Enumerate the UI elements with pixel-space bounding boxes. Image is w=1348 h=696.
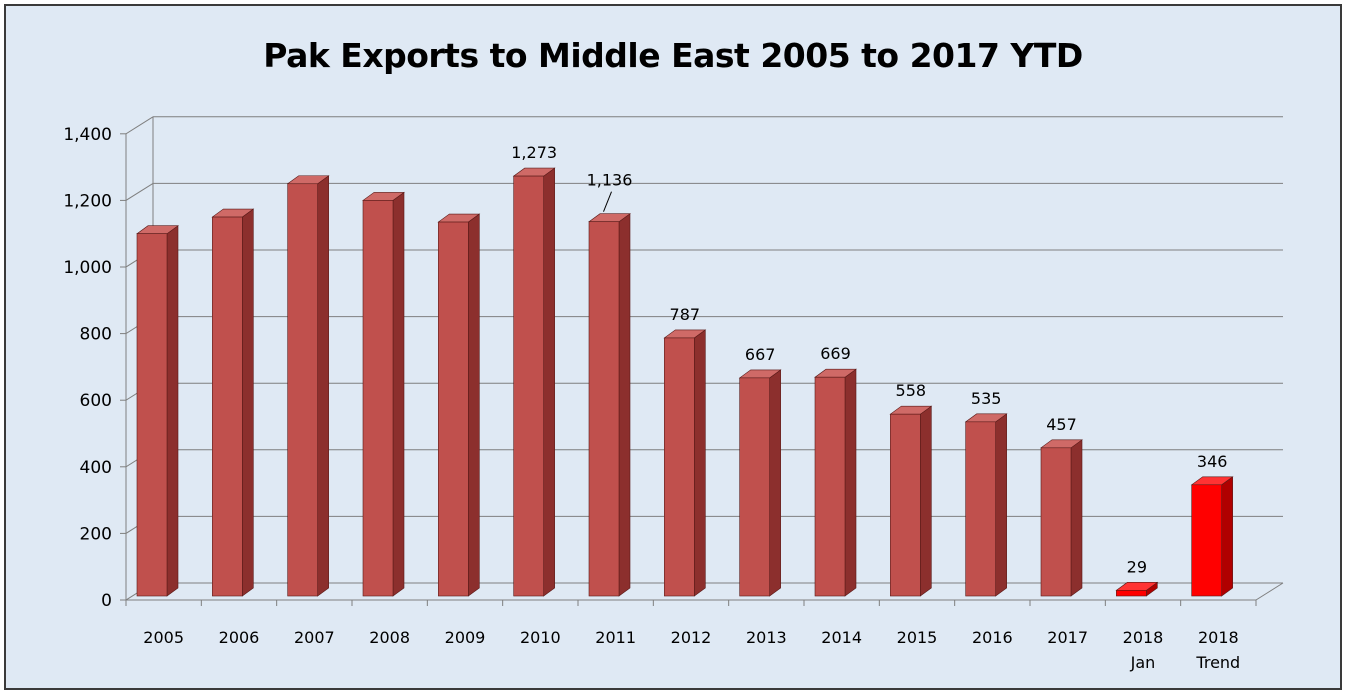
data-label-leader [603,191,612,212]
bar [965,421,996,597]
bar-side [920,405,932,597]
bar-side [242,208,254,597]
bar [362,200,394,597]
category-label: Trend [1195,653,1240,672]
category-label: 2018 [1123,628,1164,647]
bar [1040,447,1072,597]
bar [1191,484,1222,597]
y-tick-label: 0 [101,591,112,611]
bar-side [392,191,405,597]
category-label: 2015 [897,628,938,647]
chart-plot: 0 200 400 600 800 1,000 1,200 1,400 2005 2006 2007… [63,116,1284,672]
category-label: 2013 [746,628,787,647]
data-label: 29 [1127,557,1147,576]
category-label: 2007 [294,628,335,647]
bar [513,175,544,597]
bar [1116,590,1147,597]
bar [212,216,243,597]
bar-side [1221,476,1233,597]
floor-edge [1255,582,1284,601]
category-label: 2009 [445,628,486,647]
bar [438,221,469,597]
y-tick-label: 600 [80,391,112,411]
category-label: 2010 [520,628,561,647]
y-tick-label: 200 [80,524,112,544]
chart-frame: Pak Exports to Middle East 2005 to 2017 … [4,4,1342,690]
data-label: 1,136 [587,171,633,190]
gridline-side [125,116,154,135]
bar [739,377,770,597]
y-tick-label: 1,000 [63,258,112,278]
y-tick-label: 400 [80,458,112,478]
bar-side [1070,439,1083,597]
category-label: 2018 [1198,628,1239,647]
bar-side [769,369,781,597]
category-label: 2008 [369,628,410,647]
data-label: 346 [1197,452,1228,471]
data-label: 667 [745,345,776,364]
chart-title: Pak Exports to Middle East 2005 to 2017 … [263,36,1083,75]
bar-side [468,213,480,597]
bar [814,376,846,597]
data-label: 535 [971,389,1002,408]
bar-side [694,329,706,597]
bar [588,221,620,597]
data-label: 669 [820,344,851,363]
category-label: 2012 [671,628,712,647]
bar-side [995,413,1007,597]
category-label: 2006 [219,628,260,647]
category-label: 2005 [143,628,184,647]
bar [136,233,168,597]
data-label: 457 [1046,415,1077,434]
y-tick-label: 800 [80,325,112,345]
bar [664,337,695,597]
y-tick-label: 1,200 [63,191,112,211]
y-tick-label: 1,400 [63,125,112,145]
category-label: 2011 [595,628,636,647]
data-label: 1,273 [511,143,557,162]
category-label: 2017 [1047,628,1088,647]
data-label: 558 [896,381,927,400]
category-label: Jan [1130,653,1156,672]
gridline-side [125,182,154,201]
bar-side [543,167,555,597]
bar-side [317,175,329,597]
bar-side [618,213,631,597]
bar-side [166,225,179,597]
data-label: 787 [670,305,701,324]
bar [287,183,318,597]
category-label: 2016 [972,628,1013,647]
category-label: 2014 [821,628,862,647]
bar-side [844,368,857,597]
bar [890,413,921,597]
